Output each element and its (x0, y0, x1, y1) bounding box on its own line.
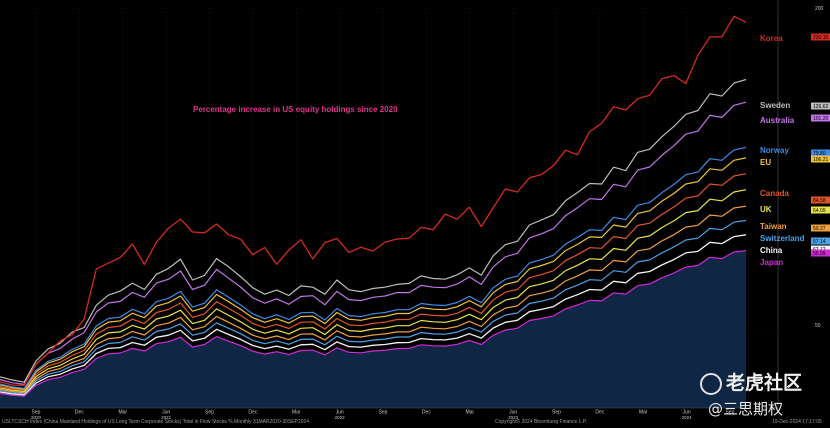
y-axis: 200 50 (777, 0, 824, 408)
chart-title: Percentage increase in US equity holding… (193, 105, 398, 114)
value-label-norway: 79.80 (813, 151, 826, 157)
x-tick-label-7: Jun (336, 410, 344, 416)
value-badge-uk (811, 206, 830, 214)
legend-label-taiwan: Taiwan (760, 222, 787, 231)
x-tick-label-5: Dec (248, 410, 257, 416)
value-badge-norway (811, 149, 830, 157)
area-japan (0, 250, 746, 408)
value-label-korea: 220.16 (813, 35, 829, 41)
legend-label-sweden: Sweden (760, 101, 790, 110)
x-tick-year-7: 2022 (335, 415, 346, 420)
legend-label-norway: Norway (760, 146, 789, 155)
legend-label-korea: Korea (760, 34, 783, 43)
series-line-norway (0, 146, 747, 389)
series-line-canada (0, 173, 747, 391)
legend-label-china: China (760, 246, 783, 255)
value-badge-sweden (811, 102, 830, 110)
value-badge-australia (811, 114, 830, 122)
x-tick-label-10: Mar (465, 410, 474, 416)
watermark-handle: @三思期权 (708, 400, 784, 418)
x-tick-label-9: Dec (422, 410, 431, 416)
x-tick-year-15: 2024 (682, 415, 693, 420)
x-tick-year-3: 2021 (161, 415, 172, 420)
value-label-australia: 101.20 (813, 116, 829, 122)
value-label-switzerland: 57.14 (813, 239, 826, 245)
x-tick-label-11: Jun (509, 410, 517, 416)
x-tick-label-13: Dec (595, 410, 604, 416)
value-label-sweden: 126.62 (813, 104, 829, 110)
x-tick-label-6: Mar (292, 410, 301, 416)
footer-copyright: Copyright© 2024 Bloomberg Finance L.P. (495, 419, 587, 425)
footer-timestamp: 19-Dec-2024 17:17:05 (772, 419, 822, 425)
value-badge-eu (811, 155, 830, 163)
x-tick-label-0: Sep (32, 410, 41, 416)
series-line-korea (0, 15, 747, 386)
x-tick-label-1: Dec (75, 410, 84, 416)
value-badge-switzerland (811, 237, 830, 245)
y-tick-label-1: 50 (815, 323, 821, 329)
legend: Korea Sweden Australia Norway EU Canada UK Taiw… (760, 34, 805, 267)
legend-label-eu: EU (760, 158, 771, 167)
area-fill (0, 250, 746, 408)
tiger-logo-icon (700, 373, 722, 395)
x-tick-label-8: Sep (379, 410, 388, 416)
value-label-taiwan: 50.27 (813, 226, 826, 232)
value-badge-taiwan (811, 224, 830, 232)
value-label-japan: 55.09 (813, 251, 826, 257)
watermark: 老虎社区 @三思期权 (700, 368, 822, 420)
legend-label-uk: UK (760, 205, 772, 214)
x-tick-label-12: Sep (552, 410, 561, 416)
series-line-switzerland (0, 219, 747, 395)
series-line-taiwan (0, 205, 747, 394)
x-tick-label-4: Sep (205, 410, 214, 416)
x-tick-label-15: Jun (683, 410, 691, 416)
legend-label-japan: Japan (760, 258, 783, 267)
legend-label-canada: Canada (760, 189, 789, 198)
legend-label-australia: Australia (760, 116, 795, 125)
value-label-eu: 106.21 (813, 157, 829, 163)
x-tick-label-3: Jun (162, 410, 170, 416)
series-line-australia (0, 101, 747, 385)
series-line-japan (0, 250, 747, 397)
series-line-uk (0, 189, 747, 393)
value-badge-canada (811, 196, 830, 204)
x-tick-label-16: Sep (726, 410, 735, 416)
x-tick-year-11: 2023 (508, 415, 519, 420)
watermark-title: 老虎社区 (726, 372, 803, 394)
x-tick-year-0: 2020 (31, 415, 42, 420)
legend-label-switzerland: Switzerland (760, 234, 805, 243)
footer-source: USLTCSCH Index (China Mainland Holdings … (2, 419, 310, 425)
value-label-canada: 84.58 (813, 198, 826, 204)
y-tick-label-0: 200 (815, 6, 824, 12)
series-line-china (0, 234, 747, 396)
x-tick-label-14: Mar (639, 410, 648, 416)
series-lines (0, 15, 747, 397)
value-badge-korea (811, 33, 830, 41)
value-badge-japan (811, 249, 830, 257)
value-label-uk: 64.09 (813, 208, 826, 214)
value-badge-china (811, 245, 830, 253)
series-line-eu (0, 157, 747, 390)
series-line-sweden (0, 78, 747, 383)
x-tick-label-2: Mar (118, 410, 127, 416)
